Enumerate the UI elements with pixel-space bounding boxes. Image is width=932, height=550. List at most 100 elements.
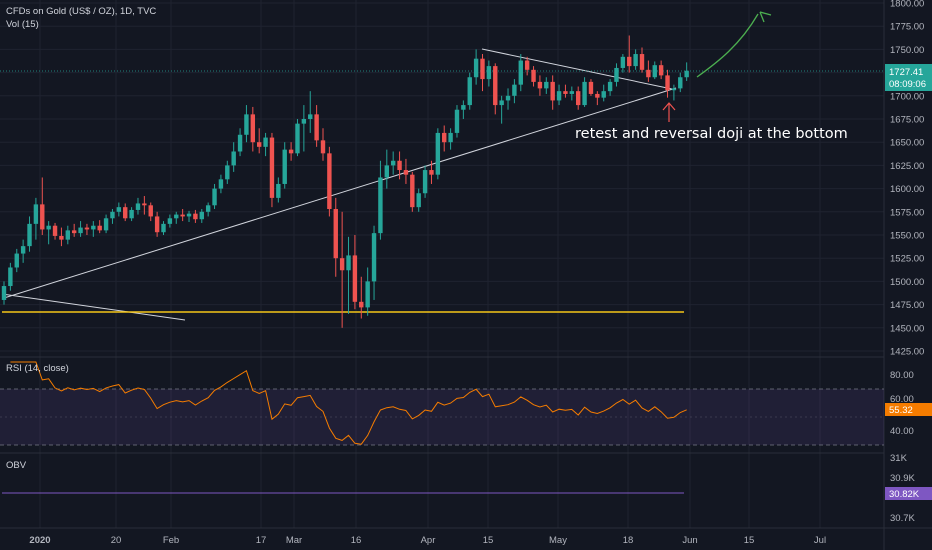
candle xyxy=(378,160,383,240)
candle xyxy=(225,160,230,184)
candle xyxy=(403,158,409,184)
candle xyxy=(646,60,651,82)
time-tick-label: Apr xyxy=(421,535,436,546)
candle xyxy=(524,56,530,76)
candle xyxy=(276,177,281,203)
obv-tick-31k: 31K xyxy=(890,453,908,464)
candle xyxy=(442,125,447,152)
obv-tick-30-9k: 30.9K xyxy=(890,473,915,484)
candle xyxy=(352,235,358,310)
candle xyxy=(20,239,26,263)
candle xyxy=(595,91,600,106)
price-badge-countdown: 08:09:06 xyxy=(889,79,926,90)
candle xyxy=(416,188,421,212)
candle xyxy=(295,119,300,157)
candle xyxy=(46,221,51,245)
rsi-tick-80: 80.00 xyxy=(890,370,914,381)
candle xyxy=(320,128,326,161)
candle xyxy=(493,63,498,115)
candle xyxy=(678,72,683,93)
candle xyxy=(339,211,345,328)
candle xyxy=(582,77,587,107)
candle xyxy=(435,128,441,180)
obv-badge xyxy=(885,487,932,500)
price-tick-label: 1450.00 xyxy=(890,323,924,334)
candle xyxy=(505,88,511,110)
candle xyxy=(467,72,472,110)
lower-trendline xyxy=(1,293,186,321)
candle xyxy=(397,151,402,180)
obv-badge-value: 30.82K xyxy=(889,489,920,500)
price-tick-label: 1475.00 xyxy=(890,300,924,311)
candle xyxy=(186,210,192,223)
candle xyxy=(371,225,377,300)
candle xyxy=(103,214,109,234)
obv-label: OBV xyxy=(6,460,27,471)
chart-grid xyxy=(0,0,884,528)
candle xyxy=(684,62,689,81)
price-tick-label: 1675.00 xyxy=(890,115,924,126)
candle xyxy=(518,54,523,92)
candle xyxy=(167,214,173,228)
candle xyxy=(212,183,217,210)
candle xyxy=(269,132,275,208)
time-tick-label: 17 xyxy=(256,535,267,546)
candle xyxy=(84,223,90,235)
symbol-title: CFDs on Gold (US$ / OZ), 1D, TVC xyxy=(6,6,156,17)
time-tick-label: Feb xyxy=(163,535,179,546)
candle xyxy=(429,160,434,184)
candle xyxy=(154,211,160,237)
time-tick-label: 16 xyxy=(351,535,362,546)
price-axis[interactable]: 1800.001775.001750.001725.001700.001675.… xyxy=(890,0,924,358)
candle xyxy=(633,49,638,70)
price-tick-label: 1550.00 xyxy=(890,231,924,242)
retest-arrow-icon xyxy=(662,102,676,122)
candle xyxy=(620,54,626,73)
candle xyxy=(97,220,102,234)
candle xyxy=(148,202,153,222)
rsi-tick-40: 40.00 xyxy=(890,426,914,437)
candle xyxy=(499,95,504,124)
forecast-arrow-icon xyxy=(696,13,759,78)
candle xyxy=(327,146,332,217)
candle xyxy=(288,142,294,161)
price-tick-label: 1700.00 xyxy=(890,91,924,102)
candle xyxy=(199,209,204,223)
candle xyxy=(250,106,256,152)
candle xyxy=(454,105,460,138)
candle xyxy=(569,86,575,101)
candle xyxy=(205,202,211,217)
rising-support-trendline xyxy=(3,87,677,299)
volume-label: Vol (15) xyxy=(6,19,39,30)
candle xyxy=(512,79,517,104)
candle xyxy=(27,216,32,252)
price-tick-label: 1750.00 xyxy=(890,45,924,56)
candle xyxy=(588,79,594,96)
candle xyxy=(473,49,479,85)
candle xyxy=(531,66,536,87)
time-tick-label: 18 xyxy=(623,535,634,546)
price-tick-label: 1800.00 xyxy=(890,0,924,10)
candle xyxy=(33,197,39,240)
candle xyxy=(135,197,141,215)
candle xyxy=(110,209,115,224)
candle xyxy=(65,225,70,245)
candle xyxy=(639,47,645,73)
time-tick-label: Mar xyxy=(286,535,302,546)
candle xyxy=(40,177,45,235)
rsi-label: RSI (14, close) xyxy=(6,363,69,374)
annotation-text: retest and reversal doji at the bottom xyxy=(575,126,848,142)
candle xyxy=(301,105,307,152)
obv-tick-30-7k: 30.7K xyxy=(890,513,915,524)
candle xyxy=(537,75,543,96)
candle xyxy=(550,75,555,110)
candle xyxy=(480,54,485,92)
candle xyxy=(390,151,396,175)
candle xyxy=(665,69,670,98)
descending-resistance-trendline xyxy=(481,48,673,90)
time-axis[interactable]: 2020 20 Feb 17 Mar 16 Apr 15 May 18 Jun 15 Jul xyxy=(29,535,826,546)
candle xyxy=(576,86,581,110)
price-tick-label: 1625.00 xyxy=(890,161,924,172)
time-tick-label: 15 xyxy=(483,535,494,546)
